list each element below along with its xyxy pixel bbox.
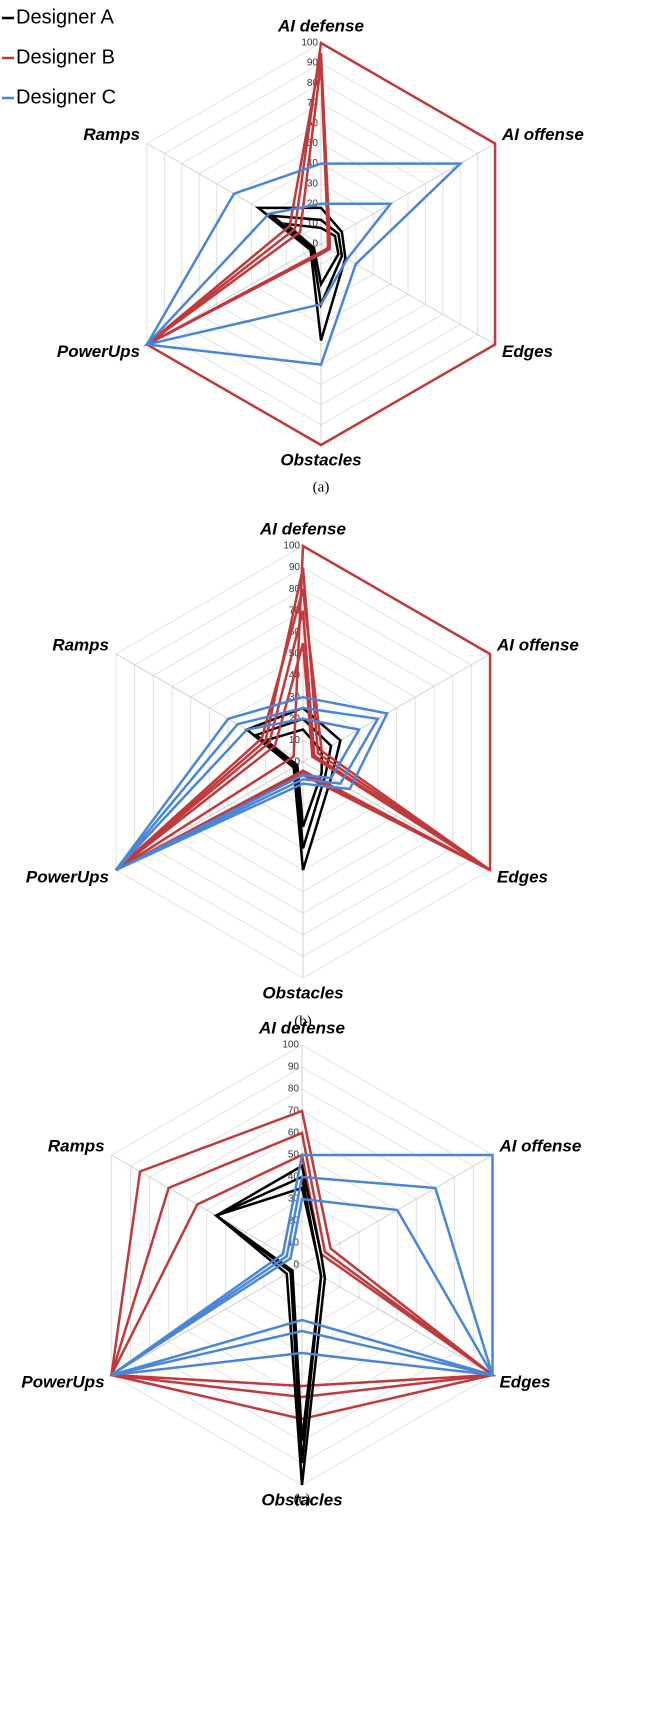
tick-label: 20 [307,198,319,209]
series-polygon [282,222,340,288]
axis-label: Ramps [48,1136,105,1155]
axis-label: PowerUps [57,342,140,361]
series-polygon [115,588,491,872]
tick-label: 10 [307,219,319,230]
series-polygon [109,1131,496,1399]
series-polygon [146,62,330,346]
legend-label: Designer C [16,86,116,108]
axis-label: PowerUps [26,867,109,886]
series-polygon [110,1175,495,1377]
tick-label: 90 [307,58,319,69]
tick-label: 90 [288,1062,300,1073]
tick-label: 80 [307,78,319,89]
series-polygon [110,1153,494,1377]
spoke [320,143,496,245]
axis-label: Edges [499,1372,550,1391]
tick-label: 80 [288,1084,300,1095]
spoke [302,761,491,871]
tick-label: 0 [294,757,300,768]
spoke [111,1154,303,1266]
axis-label: Ramps [83,125,140,144]
tick-label: 100 [283,541,300,552]
legend-label: Designer B [16,46,115,68]
spoke [115,761,304,871]
series-polygon [146,52,331,346]
axis-label: Obstacles [280,450,361,469]
axis-label: PowerUps [21,1372,104,1391]
series-polygon [144,162,464,366]
tick-label: 80 [289,584,301,595]
series-polygon [114,695,390,872]
axis-label: Obstacles [261,1490,342,1509]
tick-label: 70 [288,1106,300,1117]
series-polygon [110,1197,496,1378]
tick-label: 30 [289,692,301,703]
axis-label: Ramps [52,635,109,654]
tick-label: 50 [288,1150,300,1161]
tick-label: 60 [289,627,301,638]
tick-label: 0 [312,239,318,250]
tick-label: 100 [301,38,318,49]
spoke [301,1264,493,1376]
caption: (c) [294,1491,311,1507]
tick-label: 50 [307,138,319,149]
tick-label: 60 [288,1128,300,1139]
tick-label: 90 [289,562,301,573]
series-polygon [144,40,497,447]
axis-label: AI defense [258,1018,345,1037]
axis-label: AI defense [277,16,364,35]
tick-label: 50 [289,649,301,660]
tick-label: 40 [288,1172,300,1183]
axis-label: AI defense [259,519,346,538]
caption: (a) [313,479,330,495]
axis-label: AI offense [498,1136,581,1155]
tick-label: 30 [307,178,319,189]
tick-label: 0 [293,1260,299,1271]
series-polygon [253,717,333,849]
legend-label: Designer A [16,6,114,28]
axis-label: Obstacles [262,983,343,1002]
axis-label: Edges [502,342,553,361]
series-polygon [254,206,347,341]
caption: (b) [294,1013,312,1029]
series-polygon [115,717,362,872]
axis-label: Edges [497,867,548,886]
axis-label: AI offense [501,125,584,144]
tick-label: 100 [282,1040,299,1051]
spoke [302,653,491,763]
series-polygon [114,706,380,872]
tick-label: 40 [307,158,319,169]
series-polygon [143,202,394,347]
spoke [320,243,496,345]
series-polygon [213,1186,323,1442]
axis-label: AI offense [496,635,579,654]
spoke [111,1264,303,1376]
series-polygon [115,642,491,872]
